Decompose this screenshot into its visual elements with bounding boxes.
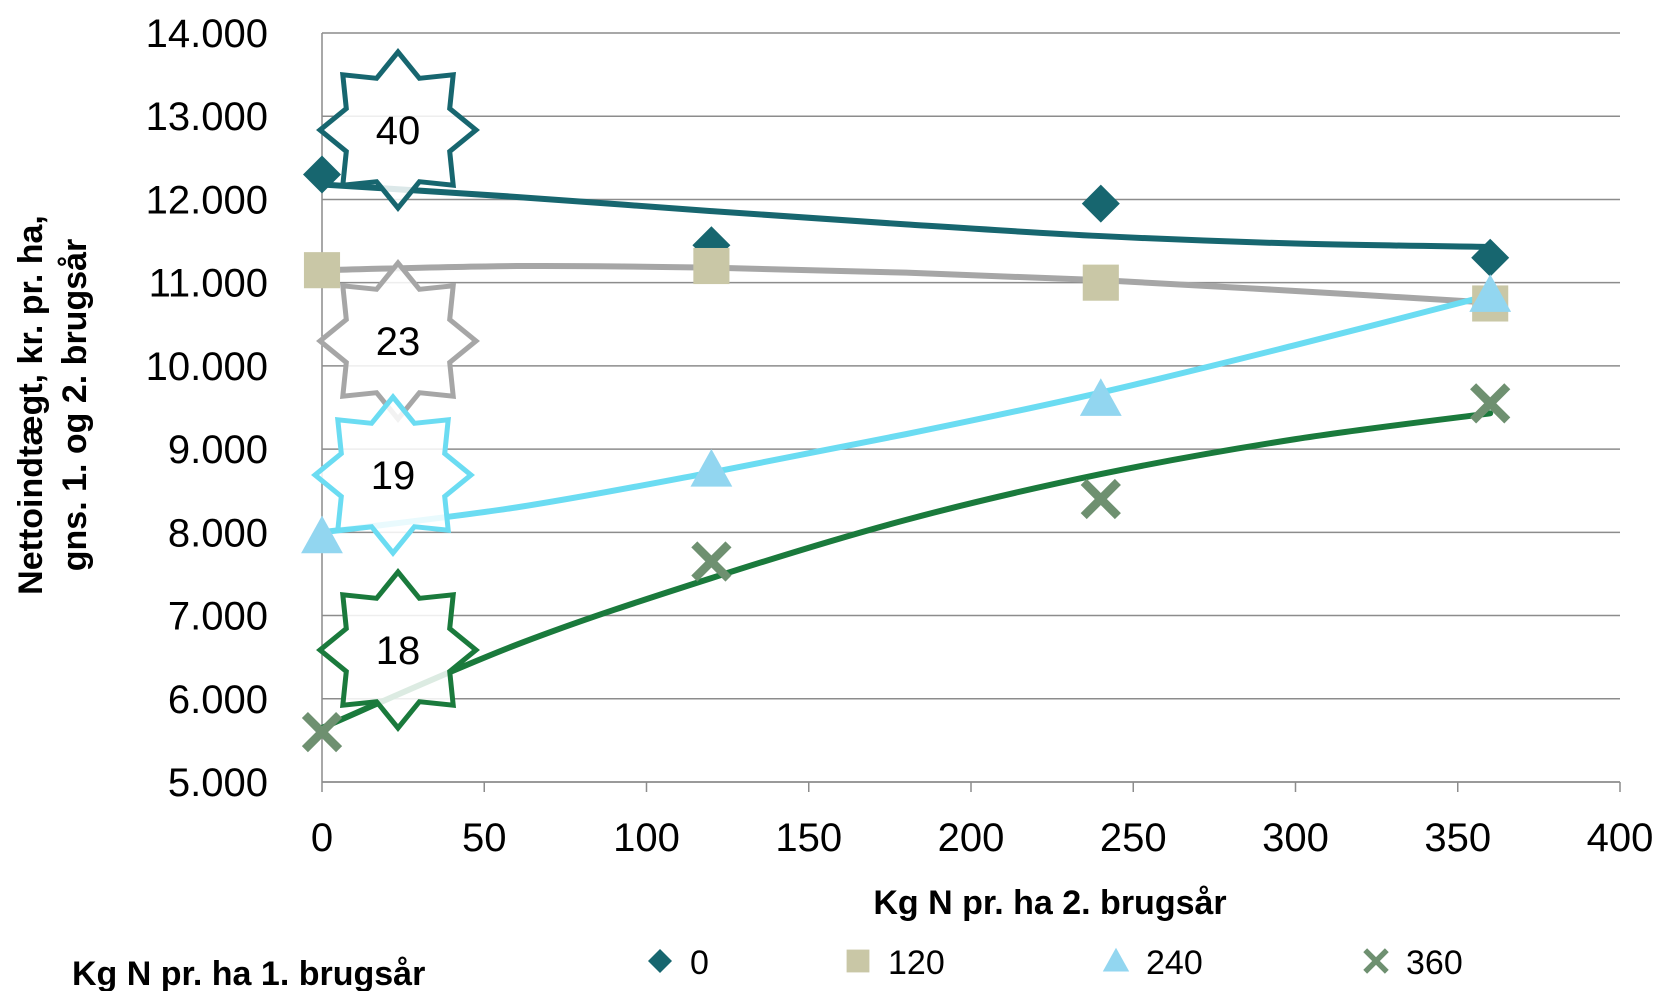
legend-marker [846, 949, 870, 973]
star-badge-label: 23 [376, 320, 421, 364]
x-marker-stroke [301, 711, 343, 753]
star-badge-label: 19 [371, 454, 416, 498]
x-tick-label: 300 [1262, 816, 1329, 860]
data-markers [301, 155, 1512, 753]
gridlines [322, 32, 1620, 783]
legend-label: 240 [1146, 944, 1203, 982]
star-badge-label: 40 [376, 109, 421, 153]
y-axis-title-line1: Nettoindtægt, kr. pr. ha, [12, 215, 50, 595]
tick-labels: 5.000 6.000 7.000 8.000 9.000 10.000 11.000 12.… [146, 12, 1654, 860]
series-120-marker [1082, 264, 1119, 301]
series-360-marker [691, 541, 732, 582]
star-badge-shape [316, 48, 480, 212]
star-badge-label: 18 [376, 629, 421, 673]
axes [321, 33, 1621, 792]
series-360-marker [1080, 478, 1121, 520]
y-tick-label: 8.000 [168, 511, 268, 555]
legend-item-0: 0 [648, 944, 709, 982]
legend-item-120: 120 [846, 944, 945, 982]
x-marker-stroke [1470, 383, 1511, 424]
x-tick-label: 50 [462, 816, 507, 860]
star-badges: 40 23 19 18 [311, 48, 480, 732]
series-0-marker [1471, 238, 1510, 277]
x-marker-stroke [691, 541, 732, 582]
x-axis-title: Kg N pr. ha 2. brugsår [873, 884, 1226, 922]
x-marker-stroke [1363, 948, 1389, 974]
x-tick-label: 350 [1424, 816, 1491, 860]
legend: Kg N pr. ha 1. brugsår 0 120 240 360 [72, 944, 1463, 991]
legend-item-240: 240 [1102, 944, 1203, 982]
x-tick-label: 250 [1100, 816, 1167, 860]
series-120-marker [303, 252, 341, 289]
y-axis-title: Nettoindtægt, kr. pr. ha, gns. 1. og 2. … [12, 215, 94, 595]
series-360-badge: 18 [316, 568, 480, 732]
y-tick-label: 9.000 [168, 428, 268, 472]
legend-item-360: 360 [1363, 944, 1463, 982]
star-badge-shape [316, 568, 480, 732]
trend-lines [319, 181, 1494, 731]
series-240-marker [690, 449, 733, 487]
y-tick-label: 5.000 [168, 761, 268, 805]
series-120-trend-line [319, 262, 1494, 306]
legend-label: 120 [888, 944, 945, 982]
y-tick-label: 6.000 [168, 678, 268, 722]
legend-marker [648, 949, 672, 973]
y-tick-label: 14.000 [146, 12, 268, 56]
series-0-trend-line [319, 181, 1494, 250]
series-0-marker [303, 155, 341, 194]
y-tick-label: 13.000 [146, 95, 268, 139]
series-240-marker [301, 515, 343, 554]
series-240-marker [1469, 274, 1512, 312]
x-marker-stroke [1080, 478, 1121, 520]
x-tick-label: 0 [311, 816, 333, 860]
series-0-marker [692, 226, 731, 265]
x-tick-label: 200 [938, 816, 1005, 860]
series-120-marker [693, 247, 730, 285]
legend-marker [1363, 948, 1389, 974]
x-tick-label: 150 [775, 816, 842, 860]
legend-label: 0 [690, 944, 709, 982]
series-360-marker [1470, 383, 1511, 424]
x-tick-label: 100 [613, 816, 680, 860]
y-tick-label: 10.000 [146, 345, 268, 389]
series-240-badge: 19 [311, 393, 475, 557]
series-360-trend-line [319, 410, 1494, 731]
legend-label: 360 [1406, 944, 1463, 982]
series-240-trend-line [319, 292, 1494, 536]
series-360-marker [301, 711, 343, 753]
y-tick-label: 7.000 [168, 595, 268, 639]
series-120-badge: 23 [316, 259, 480, 423]
y-axis-title-line2: gns. 1. og 2. brugsår [56, 239, 94, 572]
series-240-marker [1079, 378, 1122, 416]
star-badge-shape [311, 393, 475, 557]
x-tick-label: 400 [1587, 816, 1654, 860]
y-tick-label: 11.000 [149, 262, 268, 306]
legend-marker [1102, 947, 1130, 972]
legend-title: Kg N pr. ha 1. brugsår [72, 955, 425, 991]
y-tick-label: 12.000 [146, 178, 268, 222]
series-0-badge: 40 [316, 48, 480, 212]
series-0-marker [1081, 184, 1120, 223]
